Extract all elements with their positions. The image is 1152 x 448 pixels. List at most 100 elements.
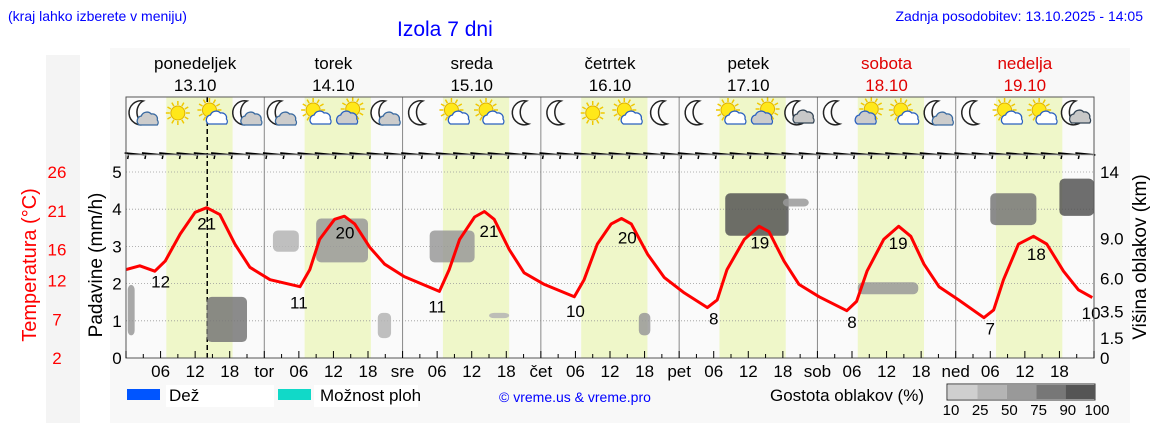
temperature-tick: 7 bbox=[52, 310, 61, 329]
sun-cloud-icon bbox=[992, 98, 1024, 125]
sun-icon bbox=[580, 101, 605, 125]
day-date: 16.10 bbox=[589, 76, 632, 95]
sun-ray bbox=[731, 99, 735, 104]
cloud-patch bbox=[990, 193, 1037, 226]
cloud-patch bbox=[206, 296, 247, 343]
cloud-shape bbox=[792, 109, 815, 124]
sun-cloud-icon bbox=[439, 98, 470, 125]
sun-ray bbox=[581, 116, 587, 120]
cloud-shape bbox=[447, 110, 470, 125]
rain-legend-label: Dež bbox=[169, 386, 199, 405]
sun-ray bbox=[346, 98, 350, 103]
hour-tick-label: 18 bbox=[912, 362, 931, 381]
day-short-label: ned bbox=[942, 362, 970, 381]
temperature-label: 8 bbox=[847, 313, 856, 332]
sun-ray bbox=[1032, 116, 1036, 121]
daylight-band bbox=[581, 97, 648, 358]
precipitation-tick: 2 bbox=[112, 275, 121, 294]
sun-ray bbox=[479, 99, 483, 104]
moon-icon bbox=[407, 100, 428, 126]
day-date: 13.10 bbox=[174, 76, 217, 95]
sun-ray bbox=[904, 99, 908, 104]
cloud-shape bbox=[620, 110, 643, 125]
sun-ray bbox=[359, 112, 364, 116]
sun-ray bbox=[341, 102, 347, 106]
temperature-tick: 12 bbox=[48, 272, 67, 291]
moon-cloud-icon bbox=[923, 100, 954, 126]
cloud-patch bbox=[429, 230, 475, 263]
sun-ray bbox=[721, 116, 725, 121]
precipitation-tick: 3 bbox=[112, 237, 121, 256]
sun-cloud-icon bbox=[612, 98, 643, 125]
precipitation-tick: 4 bbox=[112, 200, 121, 219]
sun-ray bbox=[907, 103, 912, 107]
day-date: 14.10 bbox=[312, 76, 355, 95]
cloud-patch bbox=[857, 282, 919, 295]
sun-ray bbox=[1045, 103, 1050, 107]
weather-icons bbox=[128, 97, 1092, 126]
sun-ray bbox=[770, 98, 775, 103]
storm-legend-bg bbox=[314, 385, 418, 407]
sun-ray bbox=[877, 112, 883, 116]
hour-tick-label: 06 bbox=[566, 362, 585, 381]
storm-legend-swatch bbox=[278, 389, 311, 400]
sun-ray bbox=[717, 103, 722, 107]
hour-tick-label: 18 bbox=[220, 362, 239, 381]
sun-ray bbox=[993, 113, 999, 117]
sun-ray bbox=[721, 99, 725, 104]
sun-ray bbox=[627, 99, 631, 104]
day-name: sobota bbox=[861, 54, 913, 73]
credit-link[interactable]: © vreme.us & vreme.pro bbox=[499, 389, 651, 405]
sun-ray bbox=[894, 99, 898, 104]
cloud-shape bbox=[136, 111, 159, 126]
cloud-shape bbox=[205, 110, 228, 125]
density-level-label: 75 bbox=[1030, 402, 1047, 419]
moon-shape bbox=[1060, 100, 1081, 126]
sun-ray bbox=[586, 102, 590, 107]
temperature-label: 19 bbox=[889, 234, 908, 253]
temperature-label: 19 bbox=[750, 234, 769, 253]
moon-icon bbox=[649, 100, 670, 126]
cloud-sun-icon bbox=[750, 97, 780, 125]
hour-tick-label: 18 bbox=[359, 362, 378, 381]
sun-ray bbox=[1011, 103, 1016, 107]
hour-tick-label: 18 bbox=[1050, 362, 1069, 381]
cloud-height-tick: 0 bbox=[1100, 349, 1109, 368]
page-title: Izola 7 dni bbox=[397, 18, 493, 41]
hour-tick-label: 18 bbox=[773, 362, 792, 381]
moon-cloud-icon bbox=[232, 100, 263, 126]
sun-ray bbox=[440, 103, 445, 107]
density-swatch bbox=[977, 385, 1007, 399]
temperature-axis-label: Temperatura (°C) bbox=[19, 188, 41, 342]
sun-cloud-icon bbox=[301, 98, 332, 125]
day-name: torek bbox=[315, 54, 353, 73]
legend: Dež Možnost ploh © vreme.us & vreme.pro … bbox=[127, 383, 1110, 419]
moon-icon bbox=[822, 100, 843, 126]
moon-icon bbox=[961, 100, 981, 126]
city-hint: (kraj lahko izberete v meniju) bbox=[8, 8, 187, 24]
sun-ray bbox=[1007, 99, 1012, 104]
cloud-sun-icon bbox=[854, 97, 884, 125]
sun-disc bbox=[585, 105, 601, 121]
hour-tick-label: 18 bbox=[497, 362, 516, 381]
temperature-label: 10 bbox=[1082, 304, 1101, 323]
sun-ray bbox=[359, 102, 364, 106]
sun-ray bbox=[302, 103, 307, 107]
hour-tick-label: 12 bbox=[739, 362, 758, 381]
sun-ray bbox=[475, 103, 480, 107]
day-date: 15.10 bbox=[450, 76, 493, 95]
sun-ray bbox=[212, 99, 217, 104]
cloud-shape bbox=[335, 110, 359, 125]
sun-ray bbox=[302, 113, 307, 117]
sun-ray bbox=[198, 113, 203, 117]
sun-ray bbox=[774, 102, 779, 106]
temperature-label: 10 bbox=[566, 302, 585, 321]
sun-ray bbox=[489, 99, 493, 104]
cloud-height-tick: 1.5 bbox=[1100, 329, 1124, 348]
sun-ray bbox=[756, 102, 762, 106]
wind-barbs bbox=[124, 152, 1096, 160]
axes: 06 12 18 tor 06 12 18 sre 06 12 18 čet 06 12 18 pet 06 12… bbox=[48, 96, 1124, 381]
sun-ray bbox=[444, 116, 449, 121]
sun-ray bbox=[734, 103, 739, 107]
cloud-shape bbox=[897, 110, 920, 125]
